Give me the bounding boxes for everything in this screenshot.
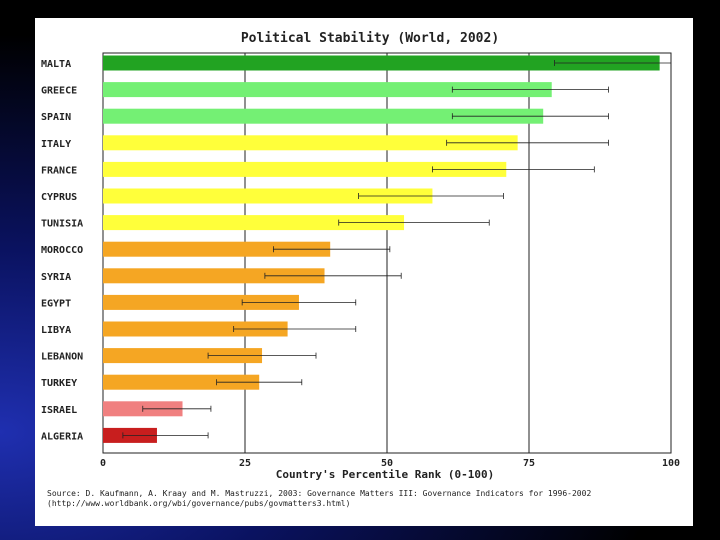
bar [103,348,263,364]
slide-content-frame: Political Stability (World, 2002) MALTA G… [35,18,693,526]
category-label: TURKEY [41,378,77,389]
bar [103,161,507,177]
x-tick-label: 0 [100,458,106,469]
x-tick-label: 75 [523,458,535,469]
source-citation: Source: D. Kaufmann, A. Kraay and M. Mas… [47,489,591,498]
category-label: LEBANON [41,352,83,363]
x-tick-label: 25 [239,458,251,469]
bar [103,55,660,71]
bar [103,82,552,98]
category-label: LIBYA [41,325,71,336]
category-label: ISRAEL [41,405,77,416]
bar [103,135,518,151]
bar [103,188,433,204]
bar [103,241,331,257]
bar [103,268,325,284]
category-label: ITALY [41,139,71,150]
chart-title: Political Stability (World, 2002) [241,31,499,46]
bar [103,294,299,310]
category-label: EGYPT [41,298,71,309]
category-label: MALTA [41,59,71,70]
category-label: SYRIA [41,272,71,283]
bar [103,374,260,390]
category-label: SPAIN [41,112,71,123]
x-tick-label: 50 [381,458,393,469]
x-axis-label: Country's Percentile Rank (0-100) [276,468,495,481]
category-label: FRANCE [41,165,77,176]
source-url: (http://www.worldbank.org/wbi/governance… [47,499,350,508]
category-label: GREECE [41,86,77,97]
category-label: CYPRUS [41,192,77,203]
bar [103,215,405,231]
category-label: TUNISIA [41,219,83,230]
bar [103,321,288,337]
category-label: MOROCCO [41,245,83,256]
political-stability-chart: Political Stability (World, 2002) MALTA G… [41,31,680,508]
x-tick-label: 100 [662,458,680,469]
bar [103,108,544,124]
category-label: ALGERIA [41,431,83,442]
